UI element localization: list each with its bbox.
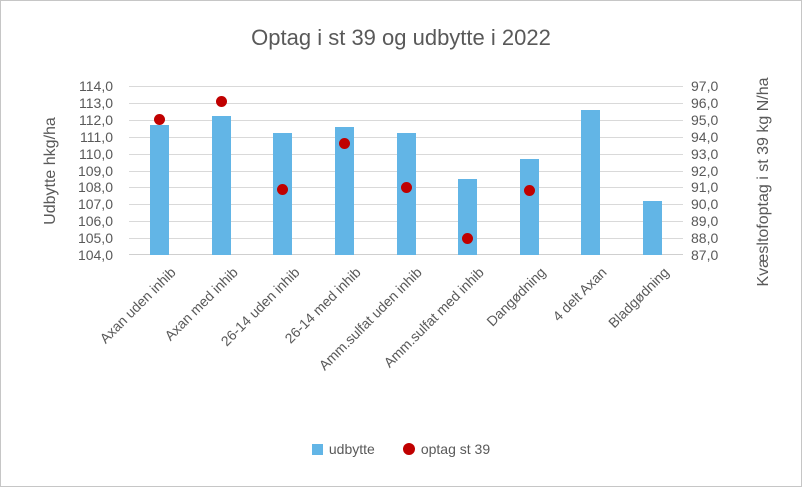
y-axis-tick-right: 91,0 [691, 179, 719, 196]
gridline [129, 102, 683, 104]
data-point [338, 137, 350, 149]
data-point [400, 181, 412, 193]
legend-label: udbytte [328, 441, 375, 457]
data-point [154, 114, 166, 126]
y-axis-tick-left: 108,0 [77, 179, 113, 196]
data-point [462, 232, 474, 244]
y-axis-tick-left: 114,0 [79, 78, 113, 94]
y-axis-tick-left: 110,0 [79, 145, 113, 162]
gridline [129, 86, 683, 87]
bar [642, 200, 662, 255]
data-point [277, 183, 289, 195]
bar [211, 116, 231, 255]
x-axis-label: Amm.sulfat uden inhib [316, 264, 426, 374]
y-axis-tick-left: 111,0 [80, 128, 113, 145]
y-axis-tick-right: 87,0 [691, 247, 719, 263]
y-axis-tick-right: 90,0 [691, 196, 719, 213]
bar [581, 109, 601, 255]
x-axis-label: Bladgødning [604, 264, 672, 331]
y-axis-tick-left: 112,0 [79, 111, 113, 128]
right-axis-title: Kvæsltofoptag i st 39 kg N/ha [755, 77, 772, 287]
data-point [215, 95, 227, 107]
bar [519, 158, 539, 255]
y-axis-tick-right: 96,0 [691, 94, 719, 111]
udbytte-swatch-icon [311, 443, 323, 455]
y-axis-tick-left: 105,0 [77, 230, 113, 247]
y-axis-tick-right: 97,0 [691, 78, 719, 94]
plot-area [129, 86, 683, 255]
y-axis-tick-right: 94,0 [691, 128, 719, 145]
x-axis-label: Dangødning [483, 264, 549, 330]
gridline [129, 119, 683, 121]
y-axis-tick-left: 109,0 [77, 162, 113, 179]
bar [150, 124, 170, 255]
legend: udbytte optag st 39 [1, 441, 801, 457]
y-axis-tick-left: 107,0 [77, 196, 113, 213]
y-axis-tick-right: 92,0 [691, 162, 719, 179]
x-axis-label: 4 delt Axan [549, 264, 610, 325]
legend-item-udbytte: udbytte [311, 441, 375, 457]
bar [334, 126, 354, 255]
y-axis-tick-right: 89,0 [691, 213, 719, 230]
y-axis-tick-left: 104,0 [77, 247, 113, 263]
chart-title: Optag i st 39 og udbytte i 2022 [251, 25, 551, 50]
data-point [523, 185, 535, 197]
y-axis-tick-right: 95,0 [691, 111, 719, 128]
legend-item-optag: optag st 39 [402, 441, 491, 457]
bar [396, 133, 416, 255]
y-axis-tick-left: 106,0 [77, 213, 113, 230]
y-axis-tick-right: 88,0 [691, 230, 719, 247]
optag-swatch-icon [402, 443, 415, 455]
y-axis-tick-left: 113,0 [79, 94, 113, 111]
y-axis-tick-right: 93,0 [691, 145, 719, 162]
legend-label: optag st 39 [420, 441, 491, 457]
